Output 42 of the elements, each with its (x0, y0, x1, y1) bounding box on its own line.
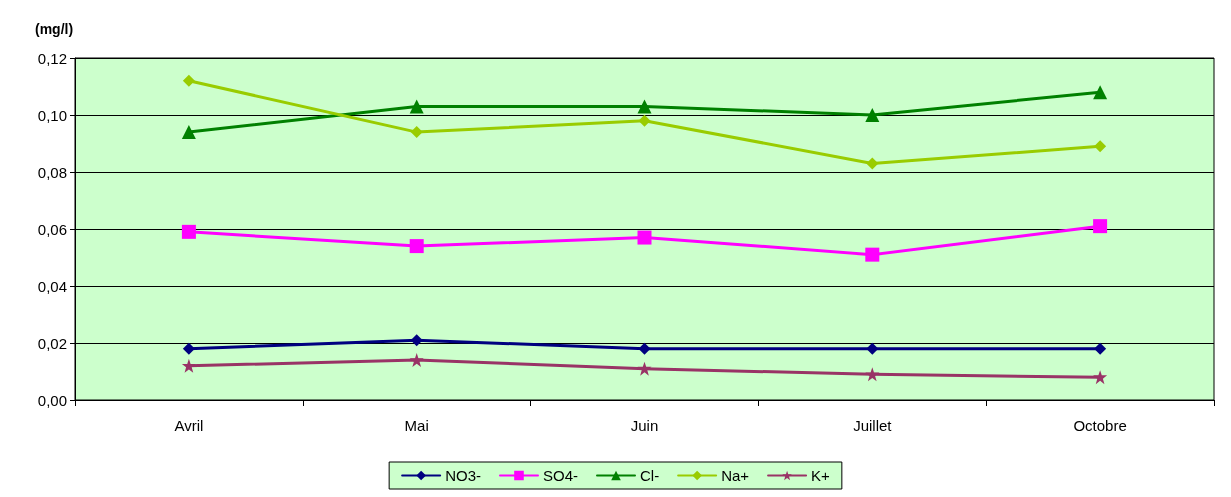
point (637, 99, 652, 114)
point (181, 358, 196, 373)
point (1093, 370, 1108, 385)
point (1093, 85, 1108, 100)
x-tick-label: Avril (174, 417, 204, 434)
y-tick-label: 0,04 (37, 277, 67, 295)
point (865, 367, 880, 382)
y-tick-label: 0,12 (37, 49, 67, 67)
point (410, 126, 423, 139)
point (409, 99, 424, 114)
point (409, 239, 424, 254)
point (865, 108, 880, 122)
point (1094, 140, 1107, 153)
legend-label: Na+ (721, 467, 750, 484)
point (637, 230, 652, 245)
point (1093, 219, 1108, 234)
y-axis-title: (mg/l) (35, 21, 74, 37)
point (181, 125, 196, 140)
point (182, 74, 195, 87)
x-tick-label: Mai (404, 417, 429, 434)
x-tick-label: Octobre (1073, 417, 1127, 434)
point (1094, 342, 1107, 355)
legend-label: Cl- (639, 467, 660, 484)
y-tick-label: 0,02 (37, 334, 67, 352)
legend-label: SO4- (542, 467, 578, 484)
point (638, 114, 651, 127)
point (182, 342, 195, 355)
point (866, 342, 879, 355)
point (866, 157, 879, 170)
x-tick-label: Juin (630, 417, 659, 434)
y-tick-label: 0,06 (37, 220, 67, 238)
y-tick-label: 0,10 (37, 106, 67, 124)
x-tick-label: Juillet (853, 417, 893, 434)
point (637, 361, 652, 376)
y-tick-label: 0,00 (37, 391, 67, 409)
legend-label: K+ (811, 467, 831, 484)
point (181, 224, 196, 239)
y-tick-label: 0,08 (37, 163, 67, 181)
point (409, 353, 424, 368)
point (638, 342, 651, 355)
point (865, 247, 880, 262)
legend-label: NO3- (445, 467, 481, 484)
